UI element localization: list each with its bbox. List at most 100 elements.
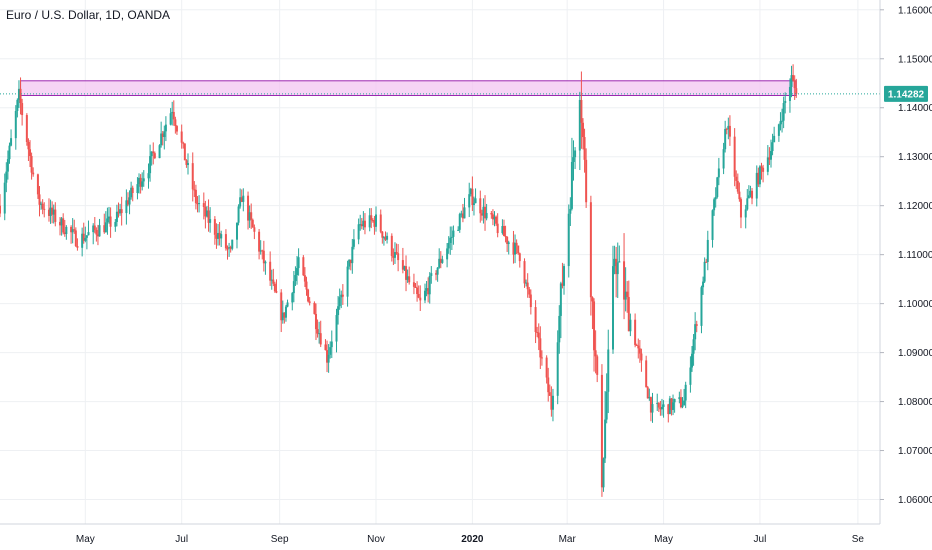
candle-body <box>49 207 52 216</box>
candle-body <box>125 200 128 214</box>
candle-body <box>142 178 145 182</box>
candle-body <box>70 226 73 233</box>
candle-body <box>757 172 760 185</box>
candle-body <box>468 194 471 208</box>
candle-body <box>423 290 426 301</box>
candle-body <box>74 230 77 247</box>
candle-body <box>308 301 311 303</box>
candle-body <box>160 133 163 146</box>
candle-body <box>670 398 673 410</box>
candle-body <box>0 205 1 214</box>
candle-body <box>171 111 174 114</box>
candle-body <box>716 177 719 197</box>
candle-body <box>485 212 488 219</box>
candle-body <box>239 197 242 207</box>
candle-body <box>307 289 310 302</box>
candle-body <box>408 276 411 283</box>
candle-body <box>196 203 199 205</box>
candle-body <box>611 266 614 350</box>
candle-body <box>545 357 548 378</box>
candle-body <box>525 282 528 284</box>
candle-body <box>550 395 553 410</box>
candle-body <box>502 226 505 237</box>
candle-body <box>624 291 627 300</box>
candle-body <box>106 218 109 223</box>
resistance-zone[interactable] <box>20 80 797 96</box>
candle-body <box>463 207 466 219</box>
candle-body <box>792 75 795 81</box>
candle-body <box>506 236 509 245</box>
candle-body <box>62 218 65 233</box>
candle-body <box>103 225 106 233</box>
candle-body <box>40 203 43 205</box>
candle-body <box>226 248 229 250</box>
candle-body <box>567 213 570 267</box>
candle-body <box>36 174 39 195</box>
candle-body <box>773 135 776 143</box>
candle-body <box>711 210 714 240</box>
candle-body <box>540 357 543 359</box>
candle-body <box>771 142 774 152</box>
candle-body <box>273 283 276 292</box>
candlestick-series <box>0 64 798 497</box>
candle-body <box>115 211 118 222</box>
candle-body <box>329 347 332 355</box>
candle-body <box>471 188 474 206</box>
candle-body <box>213 219 216 235</box>
candle-body <box>600 374 603 488</box>
candle-body <box>281 312 284 321</box>
candle-body <box>25 115 28 142</box>
candle-body <box>185 160 188 165</box>
candle-body <box>318 333 321 335</box>
candle-body <box>169 113 172 125</box>
candle-body <box>725 128 728 130</box>
candle-body <box>501 226 504 234</box>
candle-body <box>319 333 322 345</box>
candle-body <box>346 266 349 297</box>
y-tick-label: 1.06000 <box>898 495 932 506</box>
time-axis[interactable]: May Jul Sep Nov 2020 Mar May Jul Se <box>76 534 865 545</box>
candle-body <box>251 219 254 228</box>
candle-body <box>441 259 444 263</box>
candle-body <box>65 226 68 235</box>
candle-body <box>623 261 626 300</box>
candle-body <box>779 121 782 125</box>
candle-body <box>469 188 472 195</box>
candle-body <box>161 133 164 137</box>
candle-body <box>749 190 752 196</box>
y-tick-label: 1.13000 <box>898 152 932 163</box>
candle-body <box>52 209 55 215</box>
candle-body <box>668 398 671 415</box>
candle-body <box>392 256 395 258</box>
candle-body <box>446 248 449 260</box>
candle-body <box>292 281 295 294</box>
candle-body <box>38 194 41 205</box>
candle-body <box>667 404 670 415</box>
candle-body <box>629 319 632 332</box>
candle-body <box>651 404 654 413</box>
candle-body <box>417 294 420 298</box>
candle-body <box>43 208 46 210</box>
candle-body <box>138 177 141 185</box>
candle-body <box>324 344 327 351</box>
candle-body <box>634 319 637 345</box>
candle-body <box>235 222 238 240</box>
candle-body <box>747 195 750 199</box>
candle-body <box>551 395 554 410</box>
candle-body <box>662 404 665 407</box>
candle-body <box>21 103 24 116</box>
candle-body <box>117 211 120 214</box>
candle-body <box>735 176 738 181</box>
price-axis[interactable]: 1.16000 1.15000 1.14000 1.13000 1.12000 1.110… <box>880 5 932 506</box>
candle-body <box>327 354 330 363</box>
candle-body <box>536 332 539 334</box>
candle-body <box>593 301 596 351</box>
x-tick-label: Se <box>852 534 865 545</box>
candle-body <box>425 288 428 291</box>
candle-body <box>457 229 460 231</box>
candle-body <box>32 172 35 175</box>
candle-body <box>758 166 761 185</box>
candle-body <box>679 397 682 408</box>
x-tick-label: Sep <box>271 534 289 545</box>
